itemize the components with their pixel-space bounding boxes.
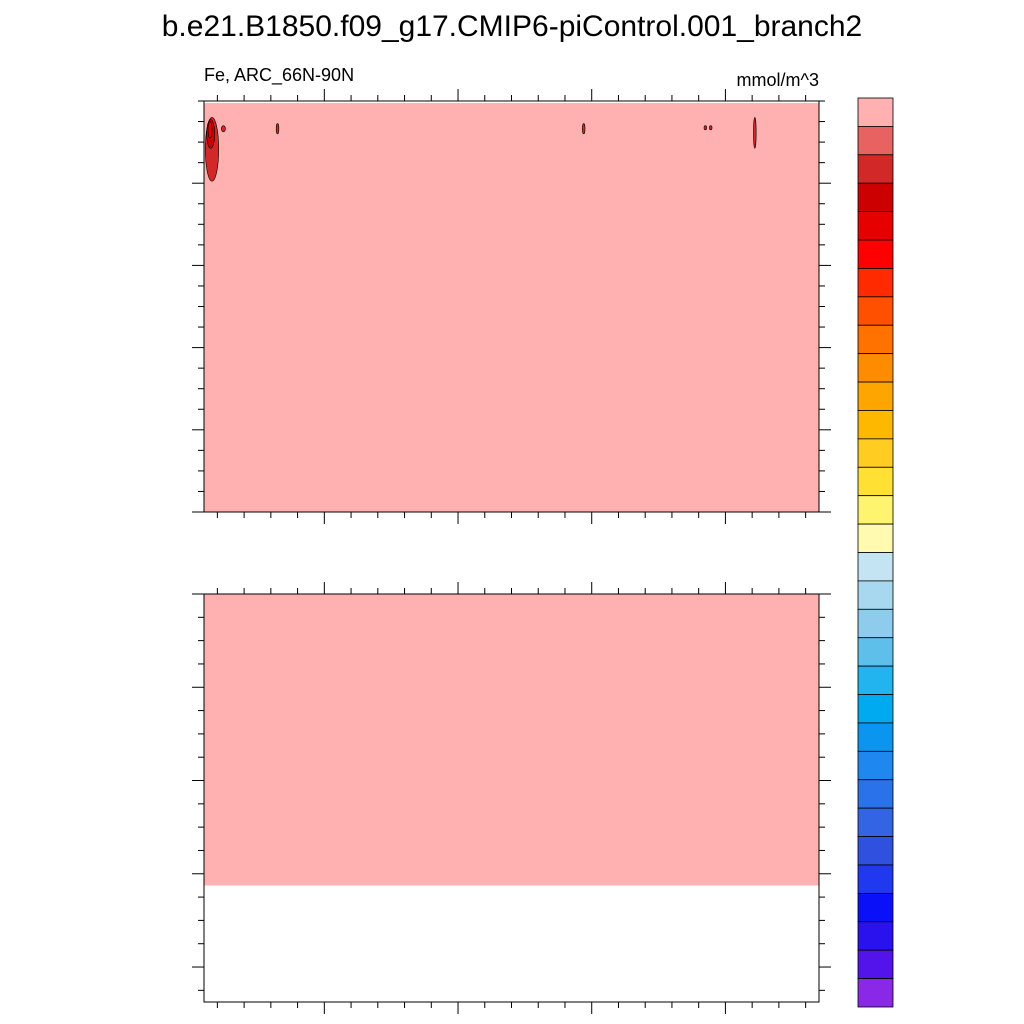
colorbar-swatch: [857, 438, 894, 468]
units-label: mmol/m^3: [737, 70, 819, 90]
colorbar-swatch: [857, 381, 894, 411]
colorbar-swatch: [857, 921, 894, 951]
contour-feature: [582, 123, 586, 135]
colorbar-swatch: [857, 523, 894, 553]
colorbar-swatch: [857, 182, 894, 213]
colorbar-swatch: [857, 552, 894, 582]
colorbar-swatch: [857, 466, 894, 497]
colorbar-swatch: [857, 779, 894, 809]
colorbar-swatch: [857, 126, 894, 156]
colorbar-swatch: [857, 410, 894, 440]
colorbar-swatch: [857, 580, 894, 610]
contour-feature: [703, 125, 707, 131]
contour-feature: [207, 121, 213, 139]
contour-feature: [275, 123, 280, 135]
variable-label: Fe, ARC_66N-90N: [204, 65, 354, 86]
colorbar: [857, 97, 894, 1008]
colorbar-swatch: [857, 750, 894, 781]
colorbar-swatch: [857, 807, 894, 837]
contour-feature: [709, 125, 713, 131]
field-fill: [204, 594, 819, 886]
colorbar-swatch: [857, 694, 894, 724]
contour-feature: [221, 125, 226, 133]
colorbar-swatch: [857, 211, 894, 241]
contour-feature: [753, 117, 757, 149]
colorbar-swatch: [857, 892, 894, 923]
colorbar-swatch: [857, 239, 894, 269]
upper-panel: [192, 89, 831, 524]
colorbar-swatch: [857, 836, 894, 866]
colorbar-swatch: [857, 608, 894, 639]
colorbar-swatch: [857, 495, 894, 525]
field-fill: [204, 103, 819, 513]
lower-panel: [192, 582, 831, 1014]
colorbar-swatch: [857, 296, 894, 326]
colorbar-swatch: [857, 268, 894, 298]
colorbar-swatch: [857, 864, 894, 894]
colorbar-swatch: [857, 722, 894, 752]
chart-title: b.e21.B1850.f09_g17.CMIP6-piControl.001_…: [162, 10, 863, 43]
colorbar-swatch: [857, 324, 894, 355]
colorbar-swatch: [857, 353, 894, 383]
colorbar-swatch: [857, 949, 894, 979]
colorbar-swatch: [857, 154, 894, 184]
colorbar-swatch: [857, 97, 894, 127]
colorbar-swatch: [857, 665, 894, 695]
colorbar-swatch: [857, 637, 894, 667]
colorbar-swatch: [857, 978, 894, 1008]
